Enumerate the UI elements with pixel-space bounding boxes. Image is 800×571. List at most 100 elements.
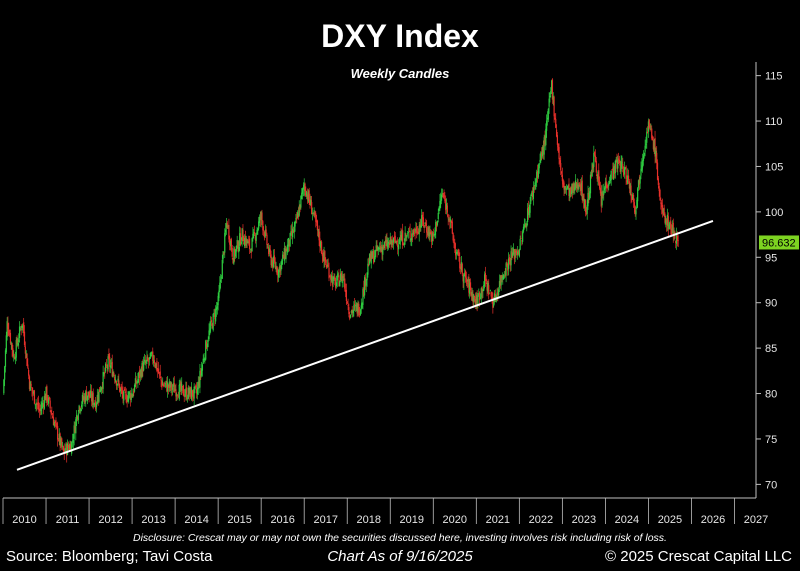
candle-body	[591, 163, 593, 177]
candle-body	[616, 159, 618, 169]
candle-body	[677, 240, 679, 242]
candle-body	[144, 361, 146, 364]
candle-body	[347, 304, 349, 306]
candle-body	[33, 392, 35, 394]
candle-body	[659, 189, 661, 201]
candle-body	[274, 261, 276, 268]
candle-body	[47, 397, 50, 404]
candle-body	[634, 206, 636, 213]
candle-body	[485, 278, 487, 281]
candle-body	[105, 363, 107, 372]
candle-body	[502, 277, 504, 280]
candle-body	[54, 422, 56, 423]
candle-body	[180, 382, 182, 391]
candle-body	[448, 219, 450, 221]
candle-body	[589, 174, 592, 194]
candle-body	[127, 396, 129, 402]
candle-body	[629, 184, 631, 189]
candle-body	[15, 340, 17, 358]
candle-body	[472, 293, 474, 303]
candle-body	[141, 363, 143, 378]
candle-body	[116, 383, 118, 386]
candle-body	[272, 258, 274, 268]
y-tick-label: 115	[765, 71, 783, 83]
candle-body	[468, 276, 470, 293]
candle-body	[16, 338, 18, 345]
candle-body	[299, 204, 301, 209]
axes-layer: 70 75 80 85 90 95 100 105 110 115 2010 2011 2012 2013…	[2, 62, 799, 526]
candle-body	[301, 188, 304, 194]
candle-body	[421, 214, 424, 220]
candle-body	[193, 386, 195, 399]
candle-body	[172, 383, 175, 387]
candle-body	[95, 403, 98, 408]
candle-body	[82, 396, 84, 400]
candle-body	[456, 251, 458, 255]
candle-body	[235, 245, 237, 252]
candle-body	[527, 207, 530, 215]
candle-body	[596, 174, 598, 179]
candle-body	[284, 249, 286, 259]
candle-body	[195, 385, 197, 388]
last-price-label: 96.632	[762, 237, 796, 249]
candle-body	[536, 171, 539, 179]
candle-body	[204, 358, 206, 360]
candle-body	[603, 187, 606, 191]
candle-body	[668, 224, 670, 229]
candle-body	[552, 95, 554, 100]
candle-body	[398, 243, 400, 245]
candle-body	[296, 212, 299, 219]
candle-body	[586, 205, 588, 214]
candle-body	[117, 378, 119, 382]
candle-body	[115, 380, 117, 386]
candle-body	[487, 282, 489, 292]
candle-body	[196, 388, 198, 394]
x-tick-label: 2025	[658, 514, 682, 526]
candle-body	[619, 164, 621, 172]
candle-body	[507, 258, 510, 269]
candle-body	[28, 369, 30, 376]
candle-body	[615, 160, 617, 163]
candle-body	[162, 384, 164, 386]
candle-body	[137, 378, 139, 383]
candle-body	[132, 392, 134, 398]
candle-body	[44, 395, 46, 401]
candle-body	[486, 282, 488, 291]
candle-body	[234, 248, 236, 258]
candle-body	[255, 234, 257, 241]
candle-body	[187, 387, 189, 399]
candle-body	[368, 264, 370, 266]
candle-body	[150, 355, 152, 356]
candle-body	[5, 335, 7, 353]
candle-body	[541, 152, 543, 157]
candle-body	[454, 242, 456, 249]
candle-body	[537, 168, 539, 178]
candle-body	[34, 404, 36, 406]
candle-body	[268, 247, 270, 255]
candle-body	[592, 164, 594, 169]
candle-body	[264, 230, 266, 237]
candle-body	[375, 245, 377, 249]
candle-body	[244, 235, 247, 245]
candle-body	[175, 389, 177, 397]
candle-body	[394, 235, 396, 242]
candle-body	[656, 152, 658, 164]
candle-body	[43, 395, 45, 409]
candle-body	[194, 386, 196, 388]
candle-body	[378, 247, 380, 250]
candle-body	[445, 203, 448, 210]
candle-body	[653, 139, 655, 150]
candle-body	[409, 230, 411, 239]
candle-body	[490, 292, 492, 297]
candle-body	[618, 159, 621, 164]
candle-body	[645, 143, 647, 145]
candle-body	[373, 250, 375, 263]
candle-body	[420, 225, 422, 228]
candle-body	[243, 242, 245, 245]
candle-body	[315, 213, 317, 222]
candle-body	[351, 309, 353, 314]
candle-body	[346, 301, 348, 304]
candle-body	[17, 343, 19, 346]
candle-body	[223, 252, 225, 254]
candle-body	[522, 231, 524, 242]
